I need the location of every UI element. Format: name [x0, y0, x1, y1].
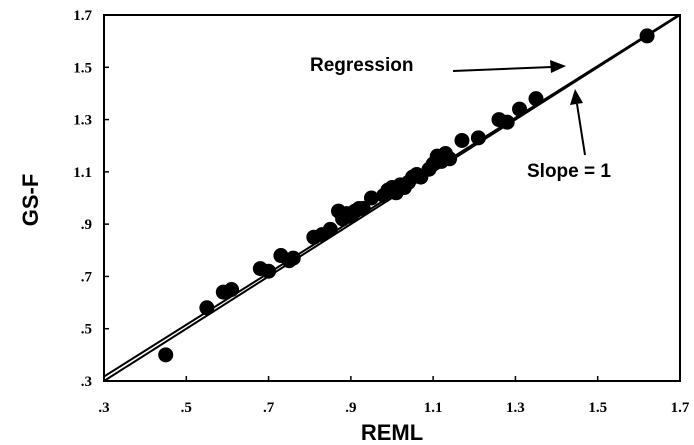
y-tick-label: 1.3: [73, 113, 92, 129]
data-point: [261, 263, 277, 279]
x-tick-label: 1.3: [506, 400, 525, 416]
x-tick-label: .7: [263, 400, 275, 416]
y-tick-label: .5: [81, 322, 92, 338]
arrow-slope-1: [570, 89, 586, 156]
data-point: [442, 151, 458, 167]
data-point: [322, 221, 338, 237]
y-tick-label: .9: [81, 217, 92, 233]
y-axis-title: GS-F: [18, 174, 43, 227]
y-tick-label: 1.1: [73, 165, 92, 181]
annotation-slope-1: Slope = 1: [527, 161, 611, 182]
x-tick-label: .5: [181, 400, 192, 416]
y-tick-label: .3: [81, 374, 92, 390]
arrow-regression: [452, 60, 566, 73]
data-point: [224, 282, 240, 297]
data-point: [639, 28, 655, 44]
data-point: [355, 200, 371, 216]
x-tick-label: .3: [98, 400, 109, 416]
x-tick-label: 1.1: [424, 400, 443, 416]
data-point: [470, 130, 486, 146]
data-point: [454, 132, 470, 148]
y-tick-label: 1.7: [73, 8, 92, 24]
x-tick-label: 1.5: [588, 400, 607, 416]
data-point: [158, 347, 174, 363]
y-tick-label: .7: [81, 269, 93, 285]
data-point: [528, 91, 544, 107]
data-point: [285, 250, 301, 266]
plot-area-frame: [103, 14, 681, 382]
annotation-regression: Regression: [310, 55, 413, 76]
x-tick-label: .9: [345, 400, 356, 416]
data-point: [363, 190, 379, 206]
data-point: [512, 101, 528, 117]
x-tick-label: 1.7: [671, 400, 690, 416]
x-axis-title: REML: [361, 420, 423, 445]
data-point: [199, 300, 215, 316]
data-point: [499, 114, 515, 130]
y-tick-label: 1.5: [73, 60, 92, 76]
